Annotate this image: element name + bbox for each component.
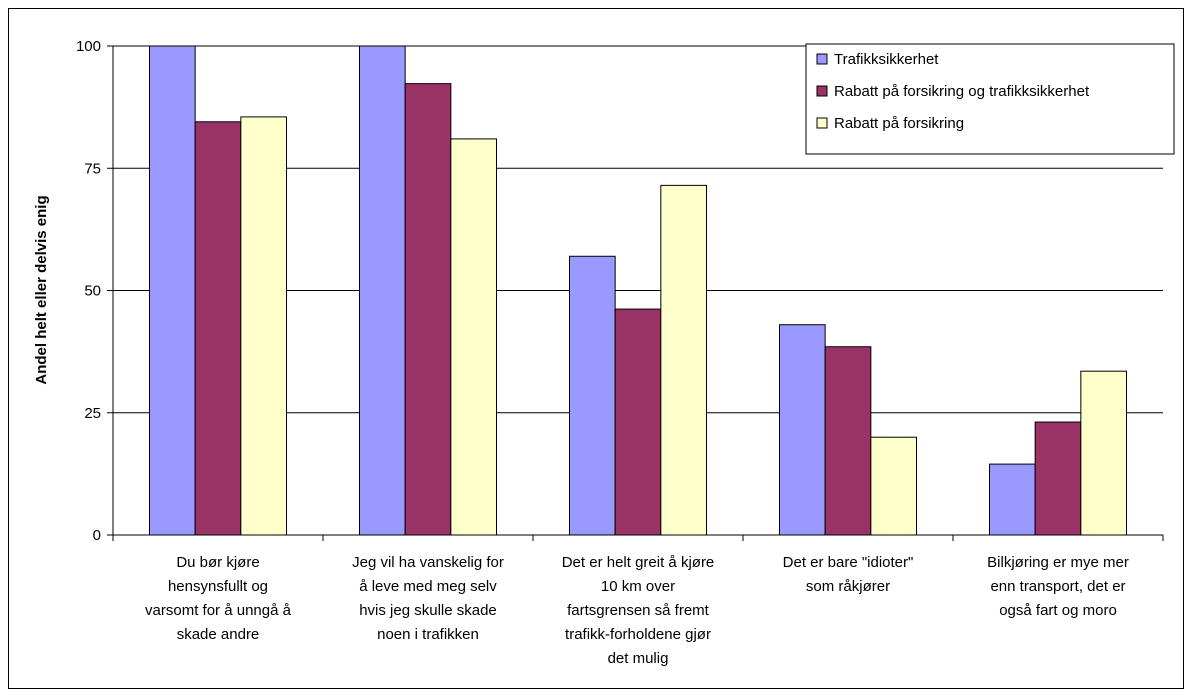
x-category-label: Du bør kjøre hensynsfullt og varsomt for å… (145, 554, 292, 643)
bar (568, 255, 616, 536)
x-category-label: Det er bare "idioter" som råkjører (783, 554, 914, 595)
bar (194, 121, 242, 536)
y-axis-label: Andel helt eller delvis enig (33, 195, 50, 384)
y-tick-label: 25 (84, 405, 101, 422)
y-tick-label: 100 (76, 38, 101, 55)
bar (660, 184, 708, 536)
bar (778, 324, 826, 536)
bar (1034, 421, 1082, 536)
y-tick-label: 0 (93, 527, 101, 544)
legend: Trafikksikkerhet Rabatt på forsikring og … (805, 43, 1175, 155)
y-tick-label: 75 (84, 160, 101, 177)
legend-box (805, 43, 1175, 155)
legend-swatch (816, 117, 828, 129)
y-tick-label: 50 (84, 283, 101, 300)
axes (107, 45, 1164, 541)
bar (404, 83, 452, 536)
bar (988, 463, 1036, 536)
legend-entry: Rabatt på forsikring (834, 115, 964, 132)
legend-swatch (816, 85, 828, 97)
bar (148, 45, 196, 536)
bar (824, 346, 872, 536)
bar (1080, 370, 1128, 536)
x-category-label: Bilkjøring er mye mer enn transport, det … (987, 554, 1129, 619)
bar (450, 138, 498, 536)
bar (870, 436, 918, 536)
legend-entry: Trafikksikkerhet (834, 51, 939, 68)
bar (358, 45, 406, 536)
x-category-label: Det er helt greit å kjøre 10 km over farts… (562, 554, 715, 667)
x-category-label: Jeg vil ha vanskelig for å leve med meg s… (352, 554, 504, 643)
bar (240, 116, 288, 536)
legend-entry: Rabatt på forsikring og trafikksikkerhet (834, 83, 1090, 100)
bar (614, 308, 662, 536)
legend-swatch (816, 53, 828, 65)
tick-labels: 0 25 50 75 100 Du bør kjøre hensynsfullt og var… (76, 38, 1129, 667)
